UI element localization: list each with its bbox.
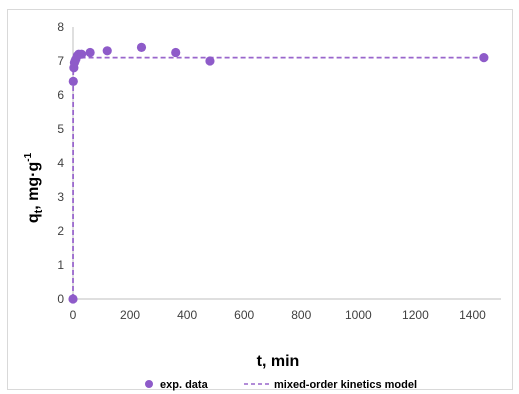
data-point [479, 53, 489, 63]
y-tick-label: 0 [57, 292, 64, 306]
x-tick-label: 600 [234, 308, 254, 322]
data-point [171, 47, 181, 58]
x-tick-label: 0 [70, 308, 77, 322]
y-axis-title: qt, mg·g-1 [23, 152, 45, 223]
data-point [136, 42, 147, 53]
legend-label-model: mixed-order kinetics model [274, 379, 417, 391]
x-tick-labels: 0 200 400 600 800 1000 1200 1400 [70, 308, 486, 322]
y-tick-label: 2 [57, 224, 64, 238]
chart-frame [7, 9, 513, 390]
y-tick-label: 7 [57, 54, 64, 68]
y-tick-labels: 0 1 2 3 4 5 6 7 8 [57, 20, 64, 306]
data-point [102, 46, 112, 56]
model-line [72, 56, 484, 300]
y-tick-label: 6 [57, 88, 64, 102]
data-point [68, 294, 78, 304]
x-tick-label: 1400 [459, 308, 486, 322]
axes [72, 27, 501, 300]
y-tick-label: 4 [57, 156, 64, 170]
y-tick-label: 5 [57, 122, 64, 136]
legend: exp. data mixed-order kinetics model [145, 379, 417, 391]
x-tick-label: 400 [177, 308, 197, 322]
data-point [76, 49, 87, 59]
data-point [85, 47, 95, 58]
x-tick-label: 1000 [345, 308, 372, 322]
data-point [205, 56, 215, 66]
legend-marker-exp-data [145, 380, 153, 388]
x-tick-label: 800 [291, 308, 311, 322]
x-axis-title: t, min [257, 353, 300, 370]
y-tick-label: 1 [57, 258, 64, 272]
data-points [68, 42, 489, 304]
x-tick-label: 1200 [402, 308, 429, 322]
legend-label-exp-data: exp. data [160, 379, 209, 391]
model-series-line [72, 56, 484, 300]
y-tick-label: 8 [57, 20, 64, 34]
x-tick-label: 200 [120, 308, 140, 322]
y-tick-label: 3 [57, 190, 64, 204]
data-point [68, 76, 78, 86]
